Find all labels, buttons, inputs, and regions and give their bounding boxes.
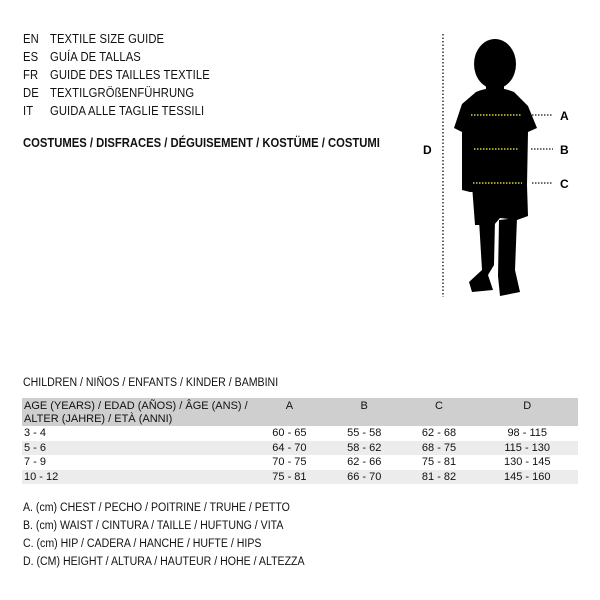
lang-code: FR [23,68,39,82]
lang-row-fr: FR GUIDE DES TAILLES TEXTILE [23,68,210,82]
lang-title: GUIDE DES TAILLES TEXTILE [50,68,210,82]
cell-d: 130 - 145 [503,456,551,469]
cell-age: 5 - 6 [22,440,252,455]
cell-d: 98 - 115 [507,427,547,440]
cell-c: 75 - 81 [421,456,457,469]
cell-b: 58 - 62 [326,440,402,455]
table-row: 5 - 6 64 - 70 58 - 62 68 - 75 115 - 130 [22,440,578,455]
child-silhouette-figure: A B C D [423,34,569,297]
label-d: D [423,143,432,157]
measure-lines [471,114,522,184]
lang-title: TEXTILE SIZE GUIDE [50,32,165,46]
section-title: CHILDREN / NIÑOS / ENFANTS / KINDER / BA… [23,377,279,389]
cell-age: 3 - 4 [24,427,47,440]
child-silhouette-icon [454,39,537,296]
cell-a: 75 - 81 [252,469,327,484]
label-c: C [560,177,569,191]
legend-waist: B. (cm) WAIST / CINTURA / TAILLE / HÜFTU… [23,520,284,532]
size-table: AGE (YEARS) / EDAD (AÑOS) / ÂGE (ANS) / … [22,398,578,484]
cell-age: 10 - 12 [22,469,252,484]
legend-hip: C. (cm) HIP / CADERA / HANCHE / HÜFTE / … [23,538,262,550]
header-a: A [252,398,327,426]
cell-a: 70 - 75 [272,456,307,469]
cell-a: 60 - 65 [272,427,307,440]
header-c: C [401,398,477,426]
lang-row-es: ES GUÍA DE TALLAS [23,50,141,64]
cell-c: 62 - 68 [421,427,457,440]
lang-code: IT [23,104,34,118]
lang-row-it: IT GUIDA ALLE TAGLIE TESSILI [23,104,204,118]
lang-title: TEXTILGRÖßENFÜHRUNG [50,86,195,100]
table-row: 10 - 12 75 - 81 66 - 70 81 - 82 145 - 160 [22,469,578,484]
header-b: B [326,398,402,426]
cell-b: 66 - 70 [326,469,402,484]
cell-d: 115 - 130 [476,440,578,455]
header-d: D [476,398,578,426]
lang-row-de: DE TEXTILGRÖßENFÜHRUNG [23,86,194,100]
cell-a: 64 - 70 [252,440,327,455]
lang-title: GUÍA DE TALLAS [50,50,141,64]
cell-b: 62 - 66 [347,456,382,469]
cell-d: 145 - 160 [476,469,578,484]
cell-b: 55 - 58 [347,427,382,440]
cell-c: 68 - 75 [401,440,477,455]
cell-age: 7 - 9 [24,456,47,469]
legend-height: D. (CM) HEIGHT / ALTURA / HAUTEUR / HÖHE… [23,556,305,568]
lang-row-en: EN TEXTILE SIZE GUIDE [23,32,164,46]
label-b: B [560,143,569,157]
table-row: 7 - 9 70 - 75 62 - 66 75 - 81 130 - 145 [22,455,578,470]
lang-code: ES [23,50,39,64]
header-age: AGE (YEARS) / EDAD (AÑOS) / ÂGE (ANS) / … [22,398,252,426]
legend-chest: A. (cm) CHEST / PECHO / POITRINE / TRUHE… [23,502,290,514]
table-header: AGE (YEARS) / EDAD (AÑOS) / ÂGE (ANS) / … [22,398,578,426]
cell-c: 81 - 82 [401,469,477,484]
lang-code: DE [23,86,39,100]
category-heading: COSTUMES / DISFRACES / DÉGUISEMENT / KOS… [23,136,380,150]
table-row: 3 - 4 60 - 65 55 - 58 62 - 68 98 - 115 [22,426,578,441]
lang-code: EN [23,32,39,46]
lang-title: GUIDA ALLE TAGLIE TESSILI [50,104,205,118]
label-a: A [560,109,569,123]
